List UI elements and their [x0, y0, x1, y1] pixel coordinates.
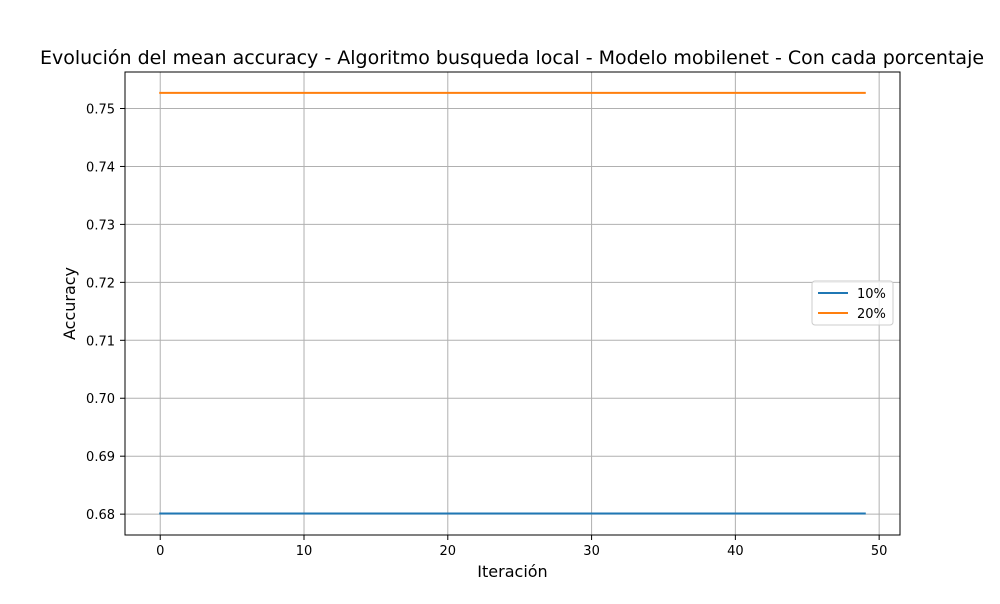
x-tick-label: 50: [871, 544, 888, 559]
plot-area: [124, 71, 901, 536]
legend-label: 20%: [857, 307, 886, 322]
x-tick-label: 40: [727, 544, 744, 559]
y-tick-label: 0.71: [86, 334, 115, 349]
legend: 10%20%: [811, 280, 894, 326]
y-tick-label: 0.68: [86, 508, 115, 523]
y-tick-label: 0.70: [86, 392, 115, 407]
series-lines: [159, 91, 866, 515]
x-tick-label: 10: [296, 544, 313, 559]
chart-title: Evolución del mean accuracy - Algoritmo …: [40, 47, 984, 69]
y-tick-label: 0.72: [86, 276, 115, 291]
x-tick-label: 30: [583, 544, 600, 559]
axis-ticks: 0 10 20 30 40 50 0.68 0.69 0.70 0.71 0.72 0.73 0.74 0…: [86, 103, 887, 559]
x-tick-label: 20: [440, 544, 457, 559]
x-axis-label: Iteración: [477, 562, 547, 581]
y-tick-label: 0.69: [86, 450, 115, 465]
y-tick-label: 0.75: [86, 103, 115, 118]
y-axis-label: Accuracy: [60, 267, 79, 340]
y-tick-label: 0.73: [86, 218, 115, 233]
grid: [125, 72, 900, 535]
legend-label: 10%: [857, 287, 886, 302]
x-tick-label: 0: [156, 544, 164, 559]
y-tick-label: 0.74: [86, 160, 115, 175]
